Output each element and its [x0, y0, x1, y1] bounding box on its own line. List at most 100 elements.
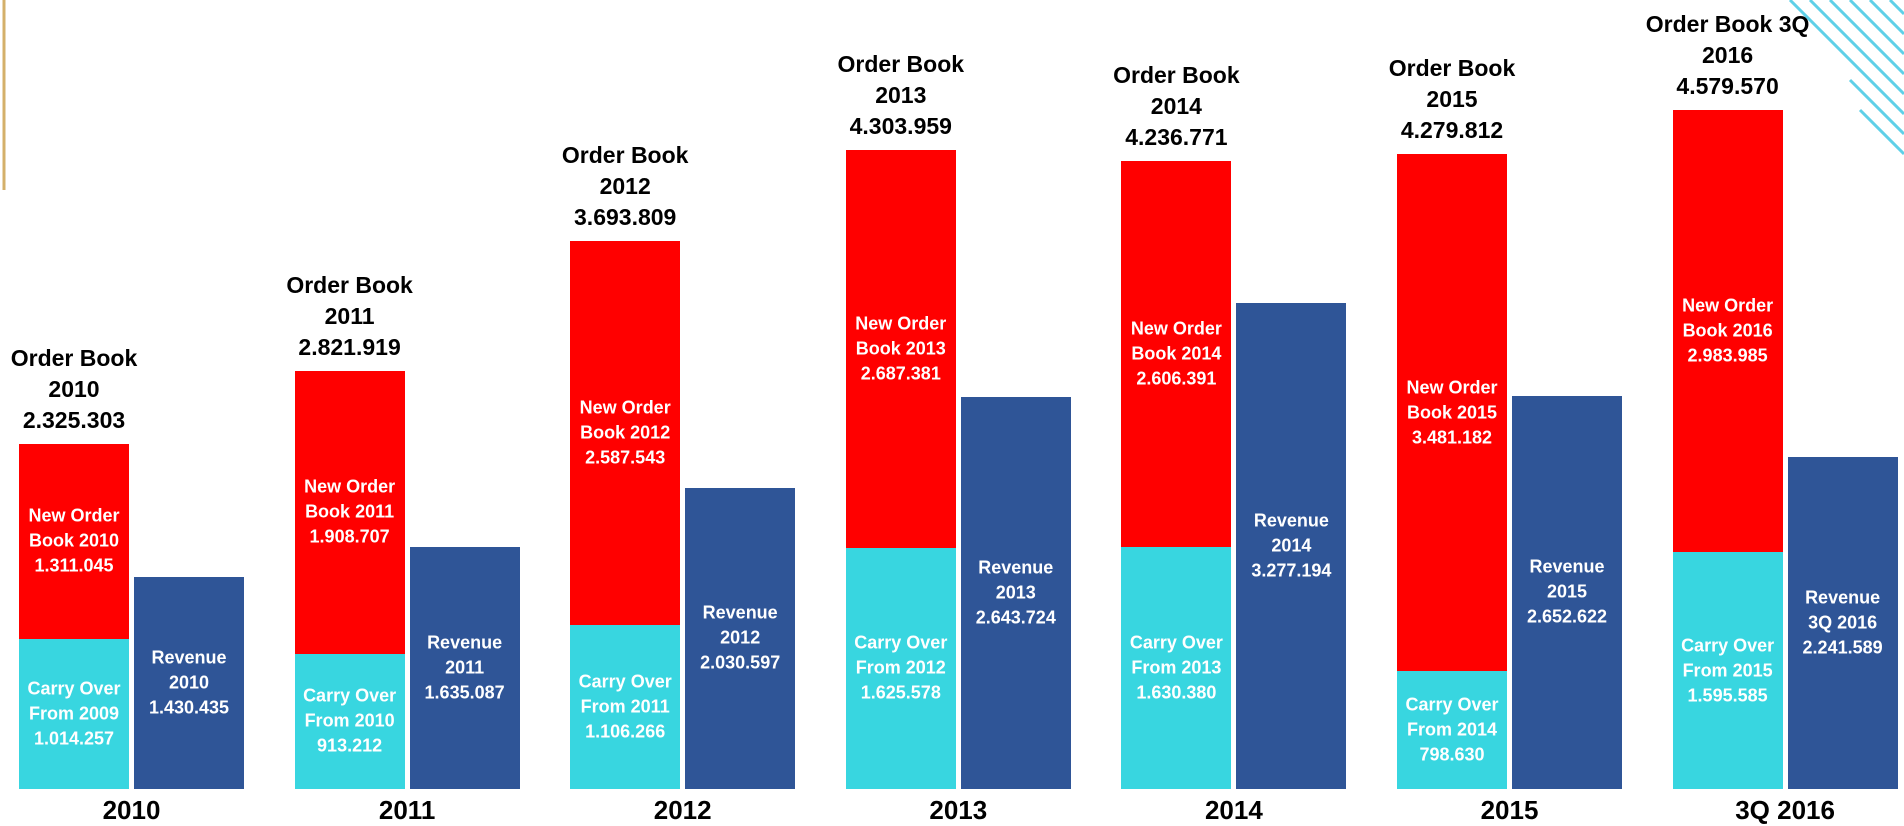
segment-value: 1.635.087 [424, 682, 505, 703]
segment-label: Revenue 2010 1.430.435 [138, 645, 240, 720]
order-book-label: Order Book 2011 2.821.919 [265, 270, 435, 363]
order-book-name: Order Book 3Q 2016 [1645, 11, 1810, 68]
segment-name: Revenue 2011 [427, 632, 503, 678]
order-book-label: Order Book 3Q 2016 4.579.570 [1643, 9, 1813, 102]
segment-name: Revenue 2010 [151, 647, 227, 693]
segment-name: Carry Over From 2010 [303, 685, 397, 731]
order-book-name: Order Book 2012 [561, 142, 689, 200]
corner-stripes [1788, 0, 1904, 156]
segment-label: Revenue 2013 2.643.724 [965, 556, 1067, 631]
segment-name: New Order Book 2011 [304, 476, 396, 522]
x-tick-label: 2015 [1480, 795, 1539, 825]
segment-value: 798.630 [1419, 744, 1485, 765]
segment-value: 1.595.585 [1687, 685, 1768, 706]
segment-name: Revenue 2015 [1529, 556, 1605, 602]
bar-segment [1397, 670, 1507, 789]
segment-name: New Order Book 2016 [1682, 295, 1774, 341]
order-book-value: 4.236.771 [1125, 123, 1228, 150]
order-book-name: Order Book 2010 [10, 345, 138, 403]
segment-label: Carry Over From 2011 1.106.266 [574, 669, 676, 744]
bar-segment [1121, 160, 1232, 548]
bar-segment [570, 241, 681, 625]
segment-value: 2.652.622 [1526, 606, 1608, 627]
order-book-label: Order Book 2015 4.279.812 [1367, 53, 1537, 146]
bar-segment [19, 444, 129, 639]
order-book-name: Order Book 2014 [1113, 61, 1240, 119]
order-book-value: 4.579.570 [1676, 73, 1779, 99]
segment-name: New Order Book 2013 [855, 313, 947, 359]
segment-label: Carry Over From 2014 798.630 [1401, 692, 1503, 767]
order-book-label: Order Book 2012 3.693.809 [540, 140, 710, 233]
segment-value: 1.908.707 [309, 526, 390, 547]
segment-label: Carry Over From 2010 913.212 [299, 684, 401, 759]
order-book-value: 4.279.812 [1400, 117, 1504, 144]
x-tick-label: 2010 [102, 795, 161, 825]
x-tick-label: 2014 [1204, 795, 1263, 825]
segment-label: Revenue 2015 2.652.622 [1516, 555, 1618, 630]
segment-name: Revenue 2013 [978, 557, 1054, 603]
segment-label: New Order Book 2015 3.481.182 [1401, 375, 1503, 450]
segment-value: 1.106.266 [585, 721, 666, 742]
order-book-value: 2.325.303 [22, 407, 126, 434]
segment-value: 1.014.257 [33, 728, 115, 749]
segment-name: Revenue 3Q 2016 [1805, 587, 1881, 633]
order-book-value: 4.303.959 [849, 112, 952, 139]
segment-label: New Order Book 2012 2.587.543 [574, 396, 676, 471]
bar-segment [294, 653, 405, 789]
segment-value: 1.630.380 [1136, 682, 1217, 703]
bar-segment [570, 624, 681, 789]
segment-label: New Order Book 2016 2.983.985 [1677, 294, 1779, 369]
bar-segment [1121, 547, 1232, 789]
order-book-label: Order Book 2010 2.325.303 [0, 343, 159, 436]
segment-label: New Order Book 2011 1.908.707 [299, 475, 401, 550]
segment-value: 2.606.391 [1136, 368, 1217, 389]
bar-segment [19, 638, 129, 789]
segment-name: New Order Book 2012 [579, 397, 671, 443]
order-book-name: Order Book 2013 [837, 50, 965, 108]
segment-name: Revenue 2012 [702, 602, 778, 648]
segment-value: 2.587.543 [585, 447, 666, 468]
segment-name: Carry Over From 2012 [854, 632, 948, 678]
x-tick-label: 3Q 2016 [1735, 795, 1835, 825]
x-tick-label: 2011 [378, 795, 436, 825]
order-book-name: Order Book 2011 [286, 271, 413, 329]
bar-segment [1672, 552, 1783, 789]
bar-segment [1512, 395, 1622, 789]
segment-value: 1.430.435 [148, 697, 230, 718]
segment-value: 3.277.194 [1251, 560, 1332, 581]
segment-name: New Order Book 2010 [28, 505, 120, 551]
segment-label: New Order Book 2013 2.687.381 [850, 311, 952, 386]
segment-value: 2.643.724 [975, 607, 1056, 628]
segment-label: New Order Book 2010 1.311.045 [23, 504, 125, 579]
bar-segment [1397, 154, 1507, 671]
bar-segment [294, 370, 405, 654]
segment-name: Carry Over From 2015 [1681, 635, 1775, 681]
segment-value: 1.625.578 [860, 682, 941, 703]
segment-name: Carry Over From 2009 [27, 678, 121, 724]
segment-name: Carry Over From 2013 [1129, 632, 1223, 678]
segment-value: 1.311.045 [34, 555, 114, 576]
bar-segment [845, 149, 956, 548]
segment-label: Carry Over From 2015 1.595.585 [1677, 633, 1779, 708]
segment-label: Revenue 2014 3.277.194 [1240, 509, 1342, 584]
segment-value: 2.687.381 [860, 363, 941, 384]
bar-segment [960, 397, 1071, 789]
segment-name: Revenue 2014 [1253, 510, 1329, 556]
x-tick-label: 2012 [653, 795, 712, 825]
bar-segment [845, 547, 956, 789]
segment-value: 3.481.182 [1411, 427, 1493, 448]
order-book-name: Order Book 2015 [1388, 55, 1516, 113]
segment-name: Carry Over From 2011 [578, 671, 672, 717]
bar-segment [1236, 303, 1347, 789]
order-book-label: Order Book 2013 4.303.959 [816, 49, 986, 142]
segment-label: Carry Over From 2013 1.630.380 [1125, 631, 1227, 706]
segment-label: Revenue 3Q 2016 2.241.589 [1792, 585, 1894, 660]
segment-value: 2.030.597 [700, 652, 781, 673]
segment-name: New Order Book 2015 [1406, 377, 1498, 423]
segment-label: Carry Over From 2012 1.625.578 [850, 631, 952, 706]
segment-label: Carry Over From 2009 1.014.257 [23, 676, 125, 751]
segment-label: Revenue 2012 2.030.597 [689, 601, 791, 676]
